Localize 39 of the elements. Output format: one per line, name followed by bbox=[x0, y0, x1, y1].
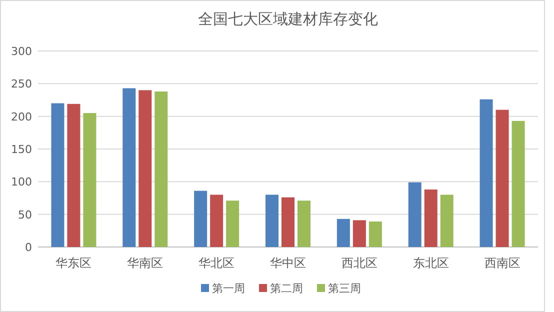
chart-title: 全国七大区域建材库存变化 bbox=[198, 10, 378, 28]
bar bbox=[424, 190, 438, 247]
bar bbox=[154, 92, 168, 247]
x-tick-label: 华中区 bbox=[270, 256, 306, 270]
x-tick-label: 华南区 bbox=[127, 256, 164, 270]
legend-label: 第三周 bbox=[328, 282, 361, 295]
bar bbox=[226, 200, 240, 247]
y-tick-label: 50 bbox=[18, 208, 32, 222]
bar bbox=[51, 103, 64, 247]
bar bbox=[298, 200, 310, 247]
bar bbox=[512, 120, 525, 247]
bar bbox=[282, 197, 294, 247]
y-tick-label: 200 bbox=[11, 110, 32, 124]
y-tick-label: 100 bbox=[11, 176, 32, 189]
legend-label: 第二周 bbox=[270, 282, 303, 295]
bar bbox=[67, 104, 80, 247]
bar bbox=[266, 194, 278, 247]
y-tick-label: 0 bbox=[25, 241, 32, 254]
bar bbox=[368, 222, 382, 247]
y-tick-label: 300 bbox=[11, 45, 32, 58]
x-tick-label: 华东区 bbox=[56, 256, 92, 270]
legend-label: 第一周 bbox=[212, 282, 245, 295]
y-tick-label: 250 bbox=[11, 78, 32, 91]
x-tick-label: 东北区 bbox=[412, 256, 449, 270]
bar bbox=[194, 190, 208, 247]
bar bbox=[336, 218, 350, 247]
bar bbox=[408, 182, 422, 247]
bar bbox=[122, 88, 136, 247]
bar bbox=[496, 110, 509, 247]
bar bbox=[138, 90, 152, 247]
y-tick-label: 150 bbox=[11, 143, 32, 156]
x-tick-label: 西南区 bbox=[484, 256, 520, 270]
bar bbox=[210, 194, 224, 247]
x-tick-label: 西北区 bbox=[341, 256, 378, 270]
bar bbox=[83, 113, 96, 247]
bar bbox=[480, 99, 493, 247]
bar bbox=[440, 194, 454, 247]
x-tick-label: 华北区 bbox=[198, 256, 235, 270]
bar bbox=[352, 220, 366, 247]
